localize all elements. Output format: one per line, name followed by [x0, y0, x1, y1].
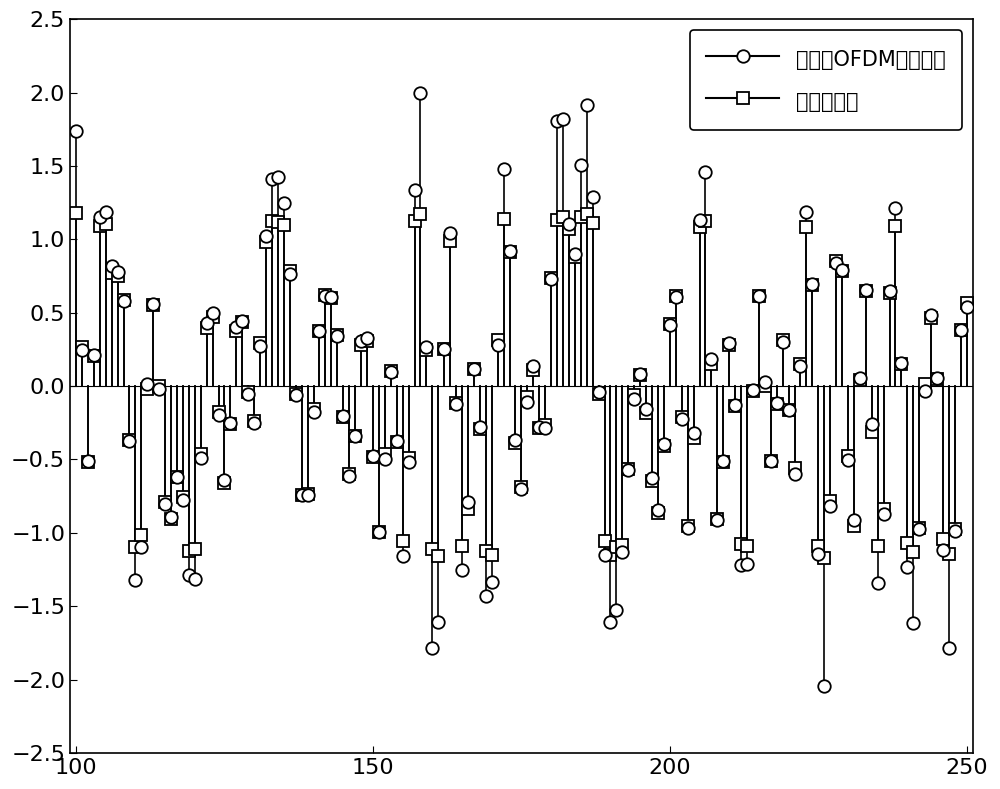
Legend: 未处理OFDM时域信号, 本发明方法: 未处理OFDM时域信号, 本发明方法 [690, 29, 962, 130]
